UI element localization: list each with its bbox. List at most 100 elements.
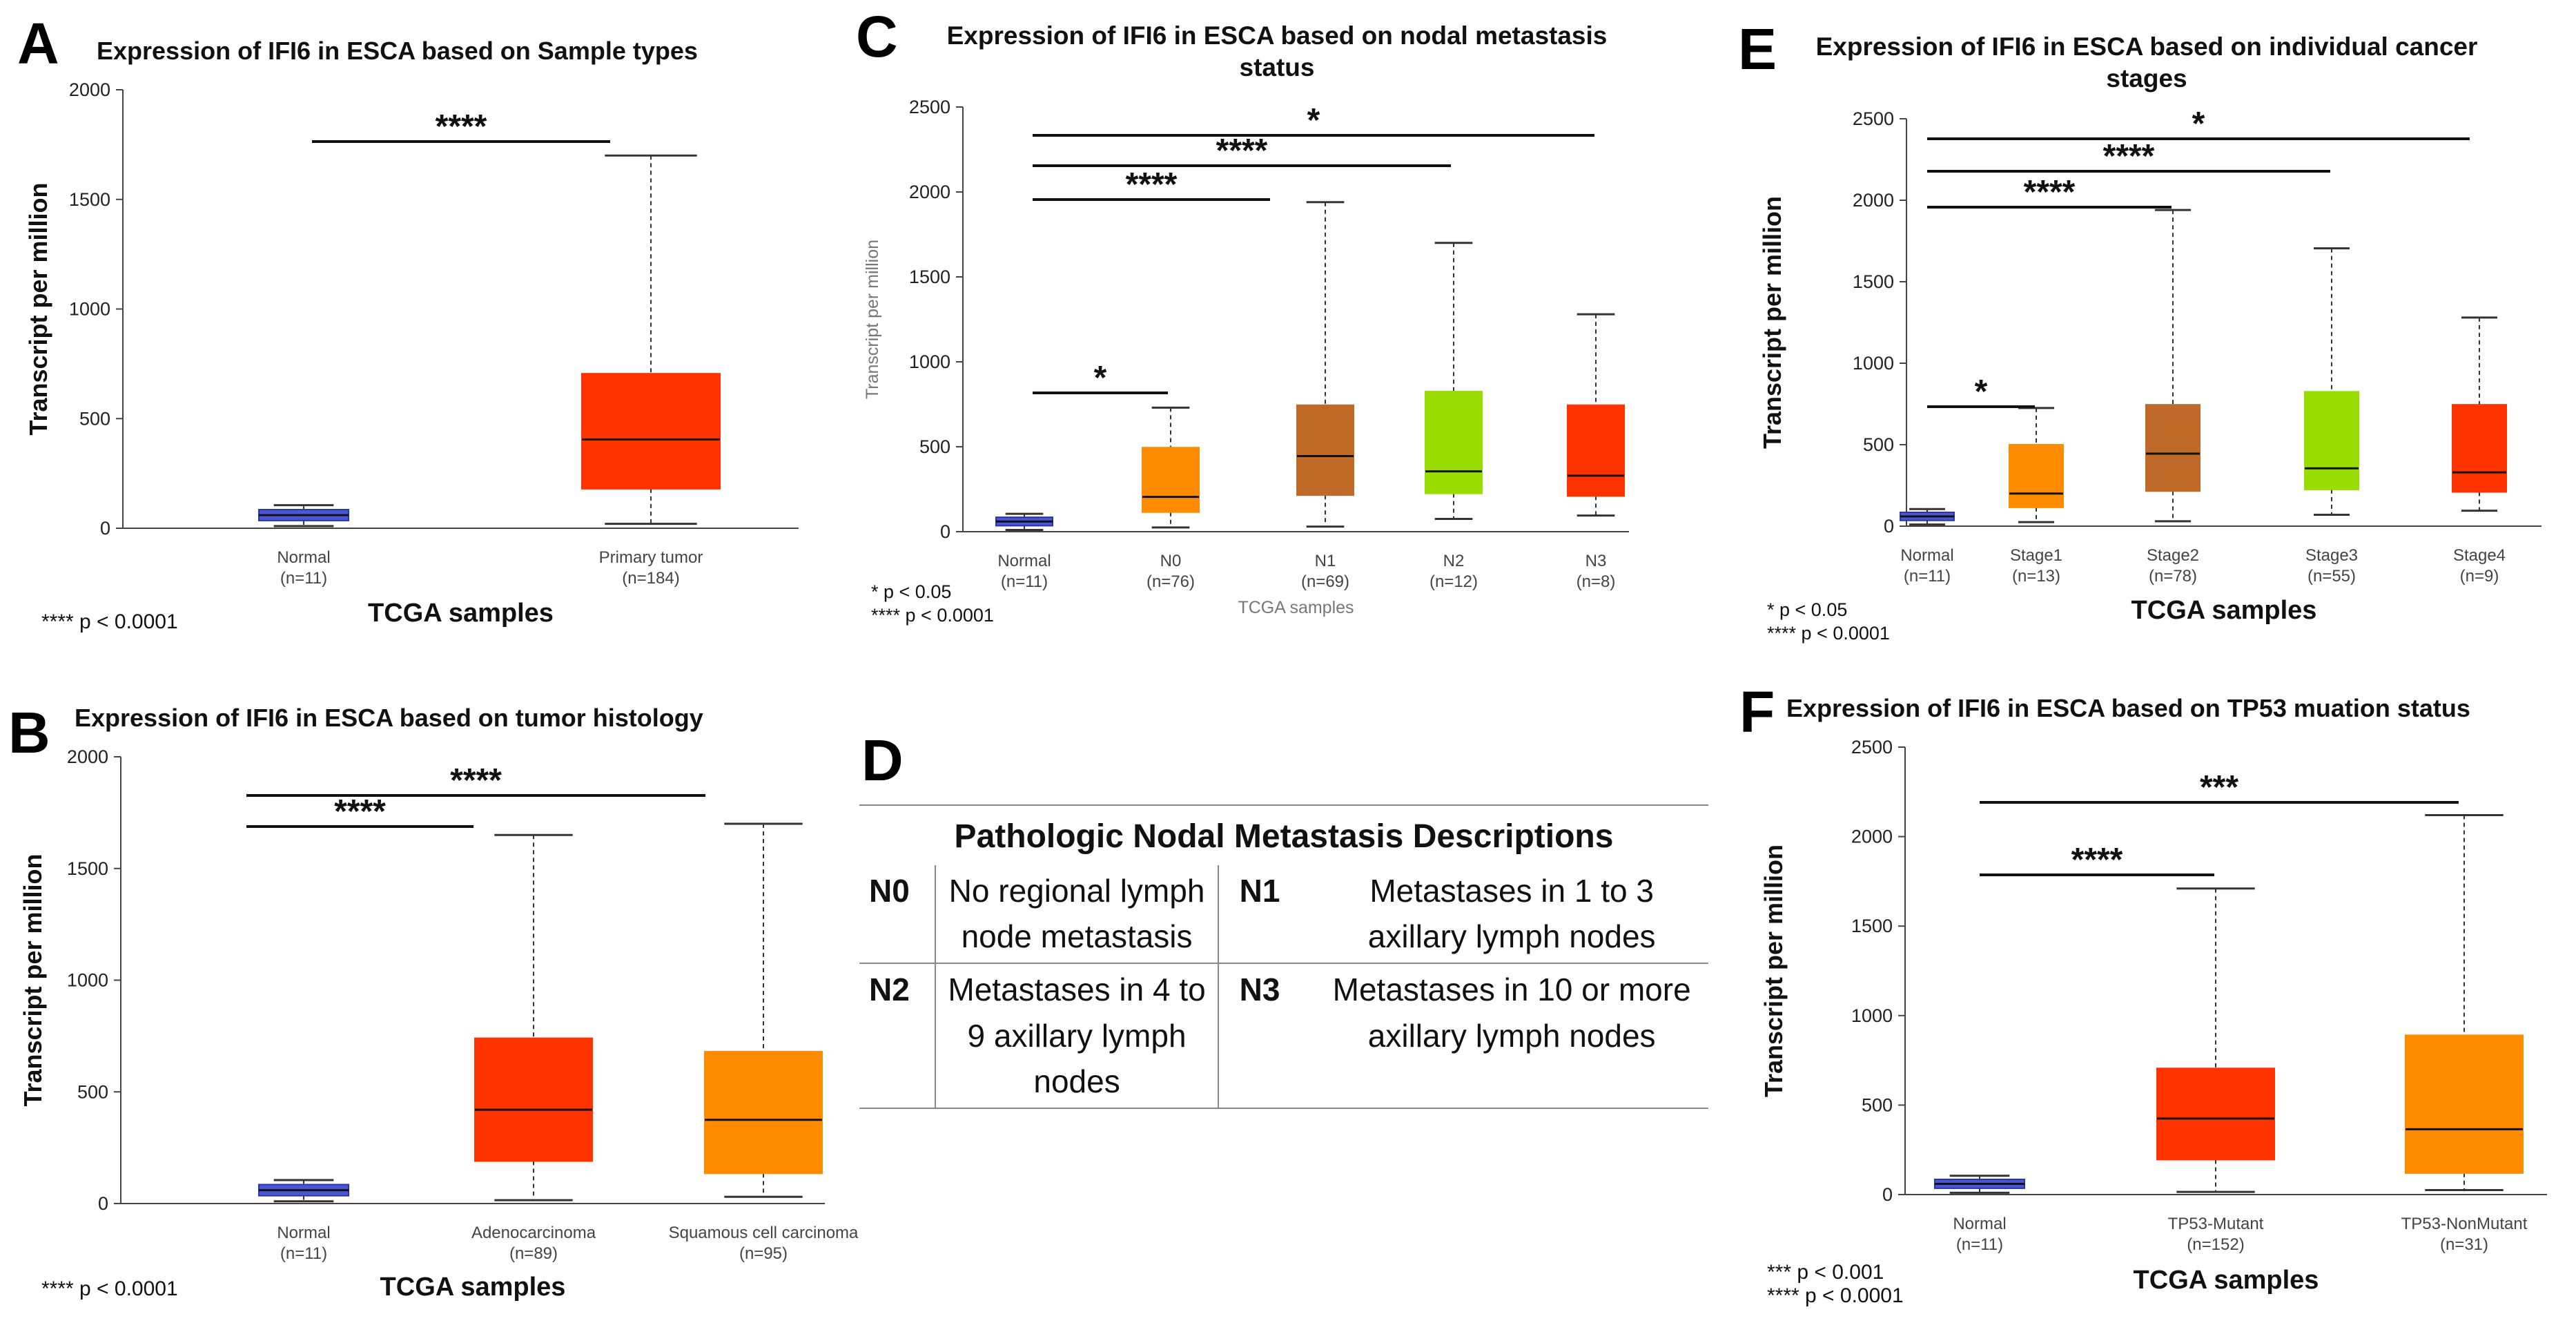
significance-stars-c: * xyxy=(1094,360,1107,396)
y-tick-label-e: 2500 xyxy=(1853,108,1894,129)
y-tick-label-c: 1000 xyxy=(909,351,950,372)
category-n-f: (n=152) xyxy=(2187,1235,2244,1254)
panel-letter-a: A xyxy=(17,11,59,76)
box-e-3 xyxy=(2304,391,2359,490)
significance-legend-f: *** p < 0.001 xyxy=(1767,1261,1884,1284)
box-b-1 xyxy=(474,1037,593,1162)
category-label-b: Squamous cell carcinoma xyxy=(669,1224,859,1242)
significance-legend-f: **** p < 0.0001 xyxy=(1767,1284,1904,1307)
y-tick-label-f: 2000 xyxy=(1851,827,1893,847)
category-label-f: TP53-NonMutant xyxy=(2401,1215,2528,1233)
box-b-2 xyxy=(704,1051,823,1175)
y-tick-label-c: 0 xyxy=(940,521,950,542)
y-tick-label-f: 1000 xyxy=(1851,1005,1893,1026)
significance-legend-a: **** p < 0.0001 xyxy=(41,610,178,633)
table-desc-n2: Metastases in 4 to 9 axillary lymph node… xyxy=(935,963,1218,1110)
chart-title-e: Expression of IFI6 in ESCA based on indi… xyxy=(1816,32,2478,61)
category-label-b: Adenocarcinoma xyxy=(471,1224,596,1242)
category-n-b: (n=11) xyxy=(280,1244,327,1263)
significance-stars-a: **** xyxy=(436,108,487,145)
charts-layer: Expression of IFI6 in ESCA based on Samp… xyxy=(19,21,2547,1307)
significance-stars-c: * xyxy=(1307,102,1320,139)
box-e-2 xyxy=(2145,404,2201,492)
y-tick-label-b: 2000 xyxy=(67,746,108,767)
y-tick-label-b: 500 xyxy=(77,1081,108,1102)
category-n-b: (n=95) xyxy=(739,1244,788,1263)
y-tick-label-c: 2500 xyxy=(909,97,950,117)
nodal-metastasis-table: Pathologic Nodal Metastasis Descriptions… xyxy=(859,804,1708,1110)
category-label-f: Normal xyxy=(1953,1215,2006,1233)
significance-stars-b: **** xyxy=(450,762,502,799)
significance-stars-c: **** xyxy=(1216,133,1268,169)
category-n-b: (n=89) xyxy=(509,1244,558,1263)
table-title: Pathologic Nodal Metastasis Descriptions xyxy=(859,804,1708,865)
x-axis-label-b: TCGA samples xyxy=(380,1273,566,1302)
y-tick-label-f: 1500 xyxy=(1851,916,1893,936)
y-tick-label-a: 1000 xyxy=(69,299,110,320)
panel-letter-c: C xyxy=(856,4,898,69)
significance-legend-e: **** p < 0.0001 xyxy=(1767,623,1890,644)
y-tick-label-f: 0 xyxy=(1882,1184,1893,1205)
y-tick-label-a: 0 xyxy=(100,518,110,539)
chart-title-line2-e: stages xyxy=(2106,64,2187,93)
category-label-e: Stage4 xyxy=(2453,546,2506,565)
box-f-2 xyxy=(2405,1034,2524,1174)
panel-letter-f: F xyxy=(1739,679,1775,744)
table-row: N0 No regional lymph node metastasis N1 … xyxy=(859,865,1708,964)
category-label-b: Normal xyxy=(277,1224,330,1242)
y-axis-label-a: Transcript per million xyxy=(24,182,52,435)
y-tick-label-e: 0 xyxy=(1884,516,1894,537)
chart-title-c: Expression of IFI6 in ESCA based on noda… xyxy=(947,21,1608,50)
y-tick-label-c: 2000 xyxy=(909,182,950,202)
x-axis-label-e: TCGA samples xyxy=(2131,596,2317,625)
significance-stars-f: **** xyxy=(2071,842,2123,878)
box-c-3 xyxy=(1425,391,1483,494)
category-label-a: Normal xyxy=(277,548,330,567)
y-tick-label-b: 0 xyxy=(98,1193,108,1214)
y-tick-label-a: 500 xyxy=(79,408,110,429)
y-axis-label-e: Transcript per million xyxy=(1758,196,1786,449)
y-tick-label-c: 1500 xyxy=(909,267,950,287)
category-label-c: N3 xyxy=(1585,552,1607,570)
category-label-e: Stage2 xyxy=(2147,546,2199,565)
y-tick-label-b: 1500 xyxy=(67,858,108,879)
category-n-c: (n=76) xyxy=(1146,572,1195,591)
box-f-1 xyxy=(2156,1068,2275,1161)
category-n-e: (n=13) xyxy=(2012,567,2060,586)
significance-legend-c: **** p < 0.0001 xyxy=(871,605,994,626)
significance-legend-c: * p < 0.05 xyxy=(871,581,951,602)
box-c-2 xyxy=(1296,404,1354,496)
panel-letter-e: E xyxy=(1738,17,1777,81)
y-axis-label-f: Transcript per million xyxy=(1759,844,1788,1097)
category-n-e: (n=9) xyxy=(2460,567,2499,586)
y-tick-label-b: 1000 xyxy=(67,970,108,991)
table-row: N2 Metastases in 4 to 9 axillary lymph n… xyxy=(859,963,1708,1110)
table-desc-n1: Metastases in 1 to 3 axillary lymph node… xyxy=(1315,865,1708,964)
table-desc-n0: No regional lymph node metastasis xyxy=(935,865,1218,964)
category-label-a: Primary tumor xyxy=(599,548,703,567)
y-tick-label-e: 2000 xyxy=(1853,190,1894,211)
y-tick-label-e: 500 xyxy=(1863,434,1894,455)
significance-stars-b: **** xyxy=(334,793,386,830)
category-n-e: (n=78) xyxy=(2149,567,2197,586)
significance-stars-e: **** xyxy=(2024,174,2076,211)
y-axis-label-b: Transcript per million xyxy=(19,853,47,1106)
table-code-n3: N3 xyxy=(1217,963,1316,1110)
category-label-c: N2 xyxy=(1443,552,1465,570)
y-tick-label-a: 1500 xyxy=(69,189,110,210)
category-label-c: N0 xyxy=(1160,552,1182,570)
x-axis-label-c: TCGA samples xyxy=(1238,598,1354,617)
panel-letter-b: B xyxy=(8,700,50,765)
y-tick-label-f: 2500 xyxy=(1851,737,1893,757)
y-tick-label-c: 500 xyxy=(919,436,950,457)
significance-stars-e: **** xyxy=(2103,138,2155,175)
box-a-1 xyxy=(581,373,721,490)
box-e-4 xyxy=(2452,404,2507,493)
category-label-e: Stage3 xyxy=(2305,546,2358,565)
category-label-f: TP53-Mutant xyxy=(2168,1215,2264,1233)
y-tick-label-f: 500 xyxy=(1862,1094,1893,1115)
panel-letter-d: D xyxy=(861,728,904,793)
significance-stars-e: * xyxy=(2192,106,2205,142)
category-n-c: (n=8) xyxy=(1577,572,1616,591)
